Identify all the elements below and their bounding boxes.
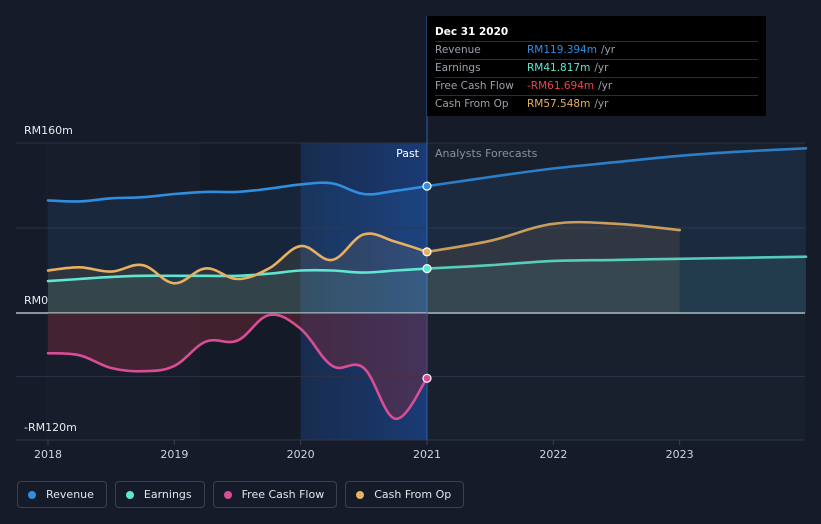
tooltip-row-name: Revenue (435, 44, 481, 56)
revenue-marker (422, 181, 432, 191)
tooltip-date: Dec 31 2020 (435, 26, 509, 38)
legend-label: Revenue (46, 488, 94, 501)
legend-dot-icon (356, 490, 365, 499)
past-label: Past (396, 147, 420, 160)
tooltip-row-unit: /yr (601, 44, 616, 56)
tooltip-row-name: Free Cash Flow (435, 80, 514, 92)
tooltip-row-value: RM57.548m (527, 98, 591, 110)
free-cash-flow-line (46, 313, 429, 421)
x-tick-label: 2021 (413, 448, 441, 461)
free-cash-flow-marker (422, 373, 432, 383)
tooltip-row-unit: /yr (598, 80, 613, 92)
tooltip-row-value: RM119.394m (527, 44, 598, 56)
forecast-label: Analysts Forecasts (435, 147, 538, 160)
legend-label: Cash From Op (374, 488, 452, 501)
x-tick-label: 2018 (34, 448, 62, 461)
forecast-region (427, 143, 805, 440)
tooltip-row-earnings: Earnings RM41.817m /yr (435, 59, 758, 77)
tooltip-row-unit: /yr (594, 98, 609, 110)
cash-from-op-forecast-line (425, 220, 681, 254)
x-tick-label: 2019 (160, 448, 188, 461)
tooltip-row-value: -RM61.694m (527, 80, 595, 92)
legend: Revenue Earnings Free Cash Flow Cash Fro… (17, 481, 465, 508)
free-cash-flow-area (48, 313, 427, 419)
revenue-forecast-line (425, 147, 808, 188)
legend-dot-icon (125, 490, 134, 499)
tooltip: Dec 31 2020 Revenue RM119.394m /yr Earni… (427, 16, 766, 116)
earnings-forecast-line (425, 255, 808, 270)
y-axis-label: RM160m (24, 124, 73, 137)
legend-item-cash-from-op[interactable]: Cash From Op (345, 481, 465, 508)
y-axis-label: RM0 (24, 294, 48, 307)
cash-from-op-line (46, 232, 429, 285)
x-tick-label: 2023 (666, 448, 694, 461)
legend-dot-icon (28, 490, 36, 499)
revenue-line (46, 181, 429, 203)
cash-from-op-marker (422, 247, 432, 257)
tooltip-row-free-cash-flow: Free Cash Flow -RM61.694m /yr (435, 77, 758, 95)
x-tick-label: 2020 (287, 448, 315, 461)
cash-from-op-area (48, 222, 680, 313)
earnings-line (46, 267, 429, 283)
tooltip-row-name: Cash From Op (435, 98, 509, 110)
highlight-region (300, 143, 427, 440)
legend-dot-icon (223, 490, 232, 499)
tooltip-row-revenue: Revenue RM119.394m /yr (435, 41, 758, 59)
y-axis-label: -RM120m (24, 421, 77, 434)
tooltip-row-unit: /yr (594, 62, 609, 74)
tooltip-row-cash-from-op: Cash From Op RM57.548m /yr (435, 95, 758, 113)
x-tick-label: 2022 (539, 448, 567, 461)
legend-label: Free Cash Flow (241, 488, 325, 501)
earnings-marker (422, 263, 432, 274)
tooltip-row-value: RM41.817m (527, 62, 591, 74)
legend-item-free-cash-flow[interactable]: Free Cash Flow (212, 481, 338, 508)
legend-item-revenue[interactable]: Revenue (17, 481, 107, 508)
legend-item-earnings[interactable]: Earnings (114, 481, 205, 508)
earnings-area (48, 256, 806, 313)
tooltip-row-name: Earnings (435, 62, 481, 74)
revenue-area (48, 148, 806, 313)
legend-label: Earnings (143, 488, 192, 501)
